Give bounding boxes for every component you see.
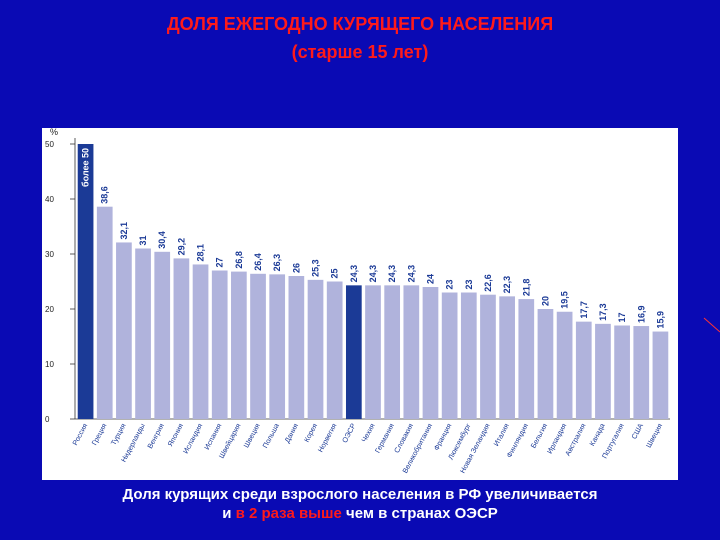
bar-21 [480, 294, 496, 419]
bar-value-label-11: 26 [291, 263, 301, 273]
bar-25 [556, 311, 573, 419]
bar-value-label-29: 16,9 [636, 306, 646, 324]
bar-1 [96, 206, 113, 419]
bar-value-label-28: 17 [617, 312, 627, 322]
bar-value-label-20: 23 [464, 279, 474, 289]
bar-value-label-25: 19,5 [560, 291, 570, 309]
bar-23 [518, 299, 535, 419]
footer-caption-suffix: чем в странах ОЭСР [341, 505, 498, 522]
bar-28 [614, 325, 630, 419]
bar-value-label-21: 22,6 [483, 274, 493, 292]
chart-panel: % 0 10 20 30 40 50 более 50 Россия 38,6 Греция 32,1… [42, 128, 678, 480]
y-tick-label-5: 50 [45, 140, 54, 149]
bar-value-label-10: 26,3 [272, 254, 282, 272]
chart-subtitle: (старше 15 лет) [291, 42, 429, 62]
bar-19 [441, 292, 458, 419]
bar-7 [211, 270, 228, 419]
bar-value-label-1: 38,6 [100, 186, 110, 204]
bar-3 [135, 248, 151, 419]
bar-value-label-12: 25,3 [311, 259, 321, 277]
bar-17 [403, 285, 420, 419]
y-tick-label-1: 10 [45, 360, 54, 369]
bar-value-label-19: 23 [445, 279, 455, 289]
bar-27 [595, 323, 611, 419]
bar-value-label-23: 21,8 [521, 279, 531, 297]
bar-10 [269, 274, 286, 419]
y-tick-label-2: 20 [45, 305, 54, 314]
bar-22 [499, 296, 515, 419]
bar-value-label-30: 15,9 [655, 311, 665, 329]
bar-value-label-26: 17,7 [579, 301, 589, 319]
bar-14 [345, 285, 362, 419]
bar-24 [537, 309, 554, 419]
bar-value-label-17: 24,3 [406, 265, 416, 283]
bar-value-label-2: 32,1 [119, 222, 129, 240]
bar-9 [250, 273, 266, 419]
footer-caption-line1: Доля курящих среди взрослого населения в… [122, 486, 598, 503]
bar-18 [422, 287, 439, 419]
bar-20 [460, 292, 477, 419]
bar-16 [384, 285, 401, 419]
bar-26 [575, 321, 592, 419]
y-tick-label-4: 40 [45, 195, 54, 204]
footer-caption-prefix: и [222, 505, 236, 522]
bar-13 [326, 281, 343, 419]
bar-4 [154, 251, 171, 419]
bar-value-label-27: 17,3 [598, 303, 608, 321]
footer-caption-line2: и в 2 раза выше чем в странах ОЭСР [0, 505, 720, 522]
bar-value-label-9: 26,4 [253, 253, 263, 271]
bar-value-label-15: 24,3 [368, 265, 378, 283]
footer-caption-highlight: в 2 раза выше [235, 505, 342, 522]
bar-value-label-16: 24,3 [387, 265, 397, 283]
bar-2 [116, 242, 132, 419]
bar-value-label-14: 24,3 [349, 265, 359, 283]
bar-value-label-3: 31 [138, 235, 148, 245]
bar-value-label-7: 27 [215, 257, 225, 267]
bar-30 [652, 331, 669, 419]
chart-title: ДОЛЯ ЕЖЕГОДНО КУРЯЩЕГО НАСЕЛЕНИЯ [166, 14, 554, 34]
bar-value-label-8: 26,8 [234, 251, 244, 269]
bar-value-label-6: 28,1 [196, 244, 206, 262]
y-axis-unit-label: % [50, 128, 58, 137]
bar-8 [231, 271, 247, 419]
y-tick-label-3: 30 [45, 250, 54, 259]
bar-value-label-13: 25 [330, 268, 340, 278]
y-tick-label-0: 0 [45, 415, 50, 424]
bar-value-label-24: 20 [540, 296, 550, 306]
bar-value-label-18: 24 [425, 274, 435, 284]
bar-5 [173, 258, 190, 419]
bar-value-label-22: 22,3 [502, 276, 512, 294]
bar-15 [365, 285, 381, 419]
bar-value-label-0: более 50 [81, 148, 91, 187]
bar-11 [288, 276, 305, 419]
bar-29 [633, 326, 650, 419]
bar-value-label-4: 30,4 [157, 231, 167, 249]
bar-12 [307, 279, 324, 419]
bar-6 [192, 264, 209, 419]
bar-value-label-5: 29,2 [176, 238, 186, 256]
bar-0 [77, 144, 94, 419]
